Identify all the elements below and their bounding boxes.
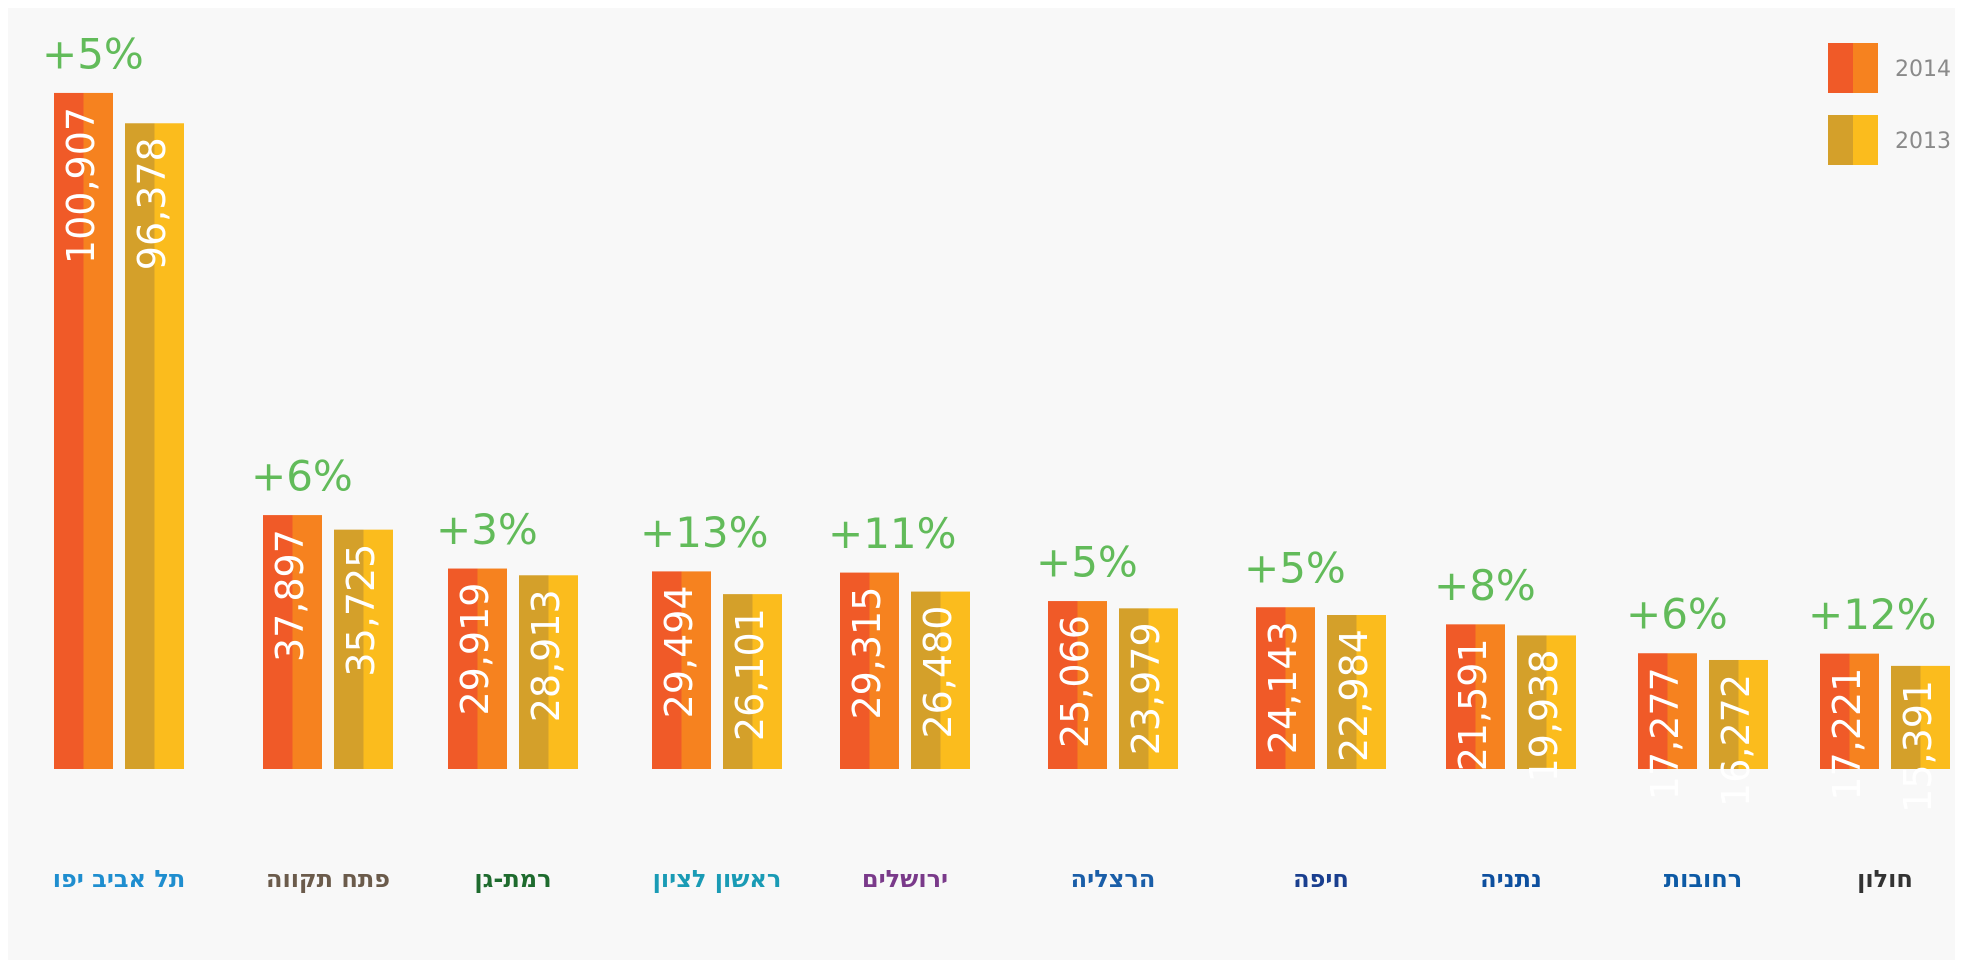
bar — [448, 568, 507, 769]
value-label: 29,919 — [453, 583, 497, 716]
legend-swatch — [1828, 43, 1878, 93]
city-logo-name: הרצליה — [1071, 865, 1156, 893]
change-label: +5% — [1036, 538, 1138, 587]
value-label: 29,315 — [845, 587, 889, 720]
bar — [1891, 665, 1950, 769]
change-label: +12% — [1808, 590, 1937, 639]
value-label: 24,143 — [1261, 621, 1305, 754]
value-label: 26,101 — [728, 608, 772, 741]
bar — [911, 591, 970, 769]
change-label: +5% — [1244, 544, 1346, 593]
city-logo-name: נתניה — [1480, 865, 1542, 893]
bar — [519, 575, 578, 769]
value-label: 26,480 — [916, 606, 960, 739]
bar — [334, 529, 393, 769]
city-logo-name: רמת-גן — [474, 865, 551, 893]
value-label: 100,907 — [59, 107, 103, 264]
change-label: +6% — [251, 452, 353, 501]
bar — [1327, 615, 1386, 769]
city-logo-name: ראשון לציון — [653, 865, 782, 893]
change-label: +8% — [1434, 561, 1536, 610]
value-label: 15,391 — [1896, 680, 1940, 813]
change-label: +3% — [436, 505, 538, 554]
bar — [54, 92, 113, 770]
legend-label: 2014 — [1895, 57, 1951, 82]
legend-swatch — [1828, 115, 1878, 165]
change-label: +13% — [640, 508, 769, 557]
value-label: 25,066 — [1053, 615, 1097, 748]
bar — [263, 515, 322, 769]
value-label: 21,591 — [1451, 638, 1495, 771]
bar — [1638, 653, 1697, 769]
city-logo-name: חיפה — [1293, 865, 1349, 893]
bar — [840, 572, 899, 769]
bar — [1517, 635, 1576, 769]
bar — [125, 123, 184, 770]
change-label: +11% — [828, 509, 957, 558]
bar — [1709, 659, 1768, 769]
value-label: 35,725 — [339, 544, 383, 677]
bar — [723, 594, 782, 769]
value-label: 22,984 — [1332, 629, 1376, 762]
value-label: 17,277 — [1643, 667, 1687, 800]
value-label: 16,272 — [1714, 674, 1758, 807]
bar — [1048, 601, 1107, 769]
city-logo-name: תל אביב יפו — [53, 865, 186, 893]
value-label: 19,938 — [1522, 649, 1566, 782]
city-logo-name: פתח תקווה — [266, 865, 390, 893]
legend-label: 2013 — [1895, 129, 1951, 154]
value-label: 28,913 — [524, 589, 568, 722]
value-label: 37,897 — [268, 529, 312, 662]
city-logo-name: ירושלים — [862, 865, 948, 893]
background — [8, 8, 1955, 960]
value-label: 23,979 — [1124, 622, 1168, 755]
change-label: +5% — [42, 29, 144, 78]
bar — [1820, 653, 1879, 769]
value-label: 17,221 — [1825, 668, 1869, 801]
change-label: +6% — [1626, 590, 1728, 639]
value-label: 29,494 — [657, 585, 701, 718]
city-logo-name: חולון — [1857, 865, 1913, 893]
bar — [1446, 624, 1505, 769]
value-label: 96,378 — [130, 137, 174, 270]
city-logo-name: רחובות — [1664, 865, 1742, 893]
bar — [1119, 608, 1178, 769]
bar — [1256, 607, 1315, 769]
bar — [652, 571, 711, 769]
